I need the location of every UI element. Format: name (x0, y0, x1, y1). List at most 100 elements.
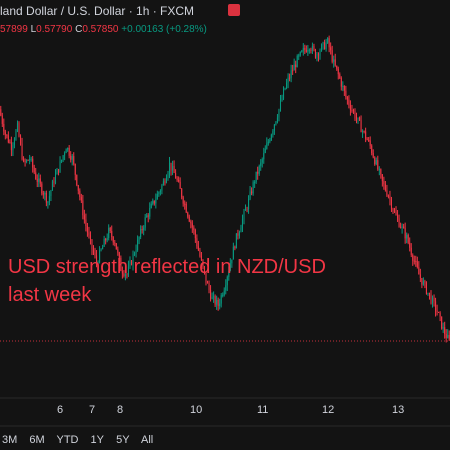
candle-body (54, 174, 57, 183)
candle-body (126, 274, 128, 276)
candle-body (38, 178, 40, 182)
candle-body (99, 250, 101, 263)
candle-body (143, 227, 145, 231)
candle-body (117, 249, 119, 253)
candle-body (431, 297, 434, 304)
candle-body (147, 215, 149, 217)
candle-body (436, 310, 438, 312)
ohlc-readout: 57899 L0.57790 C0.57850 +0.00163 (+0.28%… (0, 24, 207, 35)
candle-body (137, 239, 139, 251)
candle-body (92, 249, 95, 253)
candle-body (331, 50, 333, 62)
candle-body (260, 162, 262, 166)
candle-body (77, 185, 79, 191)
candle-body (371, 145, 373, 154)
candle-body (202, 259, 204, 267)
range-6m-button[interactable]: 6M (29, 434, 45, 446)
candle-body (132, 254, 134, 265)
candle-body (214, 296, 216, 305)
candle-body (83, 215, 85, 220)
candle-body (342, 85, 344, 87)
candle-body (447, 334, 449, 338)
candle-body (6, 134, 8, 136)
candle-body (26, 159, 28, 162)
candle-body (71, 156, 73, 160)
candle-body (73, 156, 75, 164)
candle-body (345, 90, 347, 98)
candle-body (244, 208, 247, 211)
candle-body (418, 267, 420, 275)
candle-body (232, 246, 234, 260)
candle-body (200, 256, 202, 260)
range-1y-button[interactable]: 1Y (90, 434, 105, 446)
candle-body (179, 181, 181, 189)
range-all-button[interactable]: All (141, 434, 154, 446)
candle-body (246, 208, 248, 210)
candle-body (292, 70, 294, 72)
candle-body (35, 172, 37, 180)
range-selector: 3M 6M YTD 1Y 5Y All (2, 434, 162, 446)
candle-body (24, 160, 26, 162)
candle-body (231, 259, 233, 264)
candle-body (23, 159, 25, 161)
candle-body (269, 140, 271, 142)
x-tick-label: 10 (190, 404, 203, 416)
candle-body (322, 42, 324, 45)
candle-body (56, 169, 58, 175)
candle-body (172, 165, 174, 171)
candle-body (175, 172, 177, 179)
candle-body (193, 227, 195, 231)
candle-body (270, 134, 272, 141)
candle-body (327, 38, 329, 43)
candle-body (121, 270, 123, 274)
candle-body (433, 297, 435, 302)
candle-body (111, 230, 113, 238)
range-3m-button[interactable]: 3M (2, 434, 18, 446)
candle-body (229, 263, 231, 271)
candle-body (357, 117, 359, 119)
candle-body (409, 242, 411, 248)
range-ytd-button[interactable]: YTD (56, 434, 79, 446)
candle-body (266, 143, 268, 149)
candle-body (304, 48, 306, 50)
candle-body (18, 123, 20, 137)
candle-body (213, 296, 215, 298)
candle-body (273, 124, 275, 131)
candle-body (365, 131, 367, 139)
candle-body (380, 169, 382, 175)
candle-body (400, 226, 402, 228)
candle-body (317, 53, 320, 56)
candle-body (299, 51, 301, 56)
candle-body (91, 239, 93, 250)
candle-body (197, 246, 199, 251)
candle-body (398, 218, 400, 227)
candle-body (308, 49, 310, 51)
symbol-title[interactable]: land Dollar / U.S. Dollar · 1h · FXCM (0, 4, 195, 18)
candle-body (351, 109, 353, 111)
candle-body (156, 193, 158, 200)
candle-body (286, 82, 288, 89)
candle-body (67, 147, 69, 150)
candle-body (261, 159, 263, 163)
candle-body (298, 55, 300, 57)
candle-body (223, 290, 225, 296)
candle-body (254, 181, 256, 183)
candle-body (105, 238, 107, 241)
candle-body (61, 159, 63, 162)
candle-body (220, 295, 222, 304)
candle-body (390, 199, 393, 209)
candle-body (319, 50, 321, 56)
candle-body (130, 261, 133, 265)
candle-body (203, 266, 206, 273)
candle-body (368, 140, 370, 142)
candle-body (372, 153, 374, 158)
candle-body (158, 192, 160, 194)
candle-body (264, 148, 266, 153)
range-5y-button[interactable]: 5Y (116, 434, 130, 446)
candle-body (430, 294, 432, 304)
candle-body (59, 161, 61, 173)
candle-body (287, 77, 289, 83)
candle-body (321, 44, 323, 51)
candle-body (181, 188, 183, 198)
